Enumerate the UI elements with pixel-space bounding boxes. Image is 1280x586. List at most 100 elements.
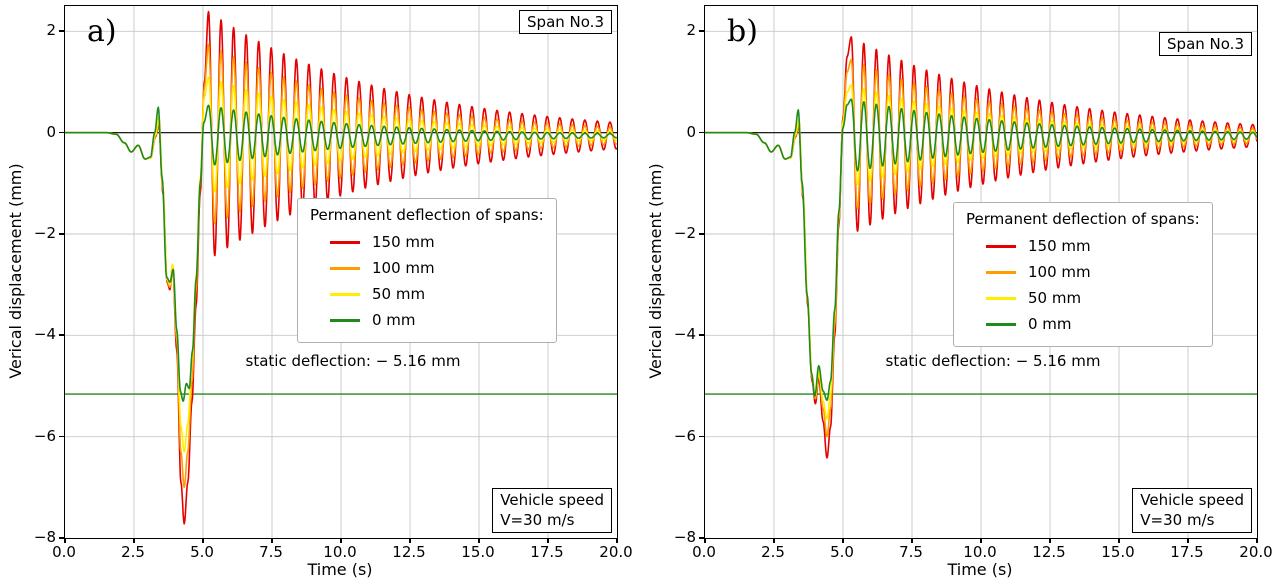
y-tick-mark [699,435,704,438]
legend-line-swatch [330,266,360,270]
x-tick-mark [340,538,342,543]
x-tick-label: 17.5 [1170,543,1204,561]
y-tick-mark [699,131,704,134]
legend-line-swatch [330,318,360,322]
x-axis-label: Time (s) [947,560,1013,579]
vehicle-speed-line2: V=30 m/s [500,510,575,529]
y-tick-mark [699,30,704,32]
x-tick-label: 12.5 [1032,543,1066,561]
static-deflection-label: static deflection: − 5.16 mm [245,352,461,370]
x-tick-label: 15.0 [1101,543,1135,561]
y-tick-mark [59,334,64,336]
x-tick-mark [133,538,135,543]
legend-line-swatch [986,270,1016,274]
legend-entry: 0 mm [310,307,544,333]
x-tick-label: 12.5 [392,543,426,561]
legend-entry: 100 mm [310,255,544,281]
vehicle-speed-box: Vehicle speed V=30 m/s [492,488,612,533]
x-tick-mark [616,538,618,543]
x-tick-label: 20.0 [1239,543,1273,561]
x-tick-mark [271,538,273,543]
legend-entry-label: 50 mm [1028,289,1082,307]
x-tick-label: 0.0 [52,543,76,561]
x-tick-mark [842,538,844,543]
y-tick-label: −4 [33,325,56,344]
legend-entry: 50 mm [966,285,1200,311]
series-line-100-mm [65,43,617,489]
x-tick-mark [409,538,411,543]
vehicle-speed-line1: Vehicle speed [500,491,604,509]
plot-area: b) Span No.3 Permanent deflection of spa… [704,5,1258,539]
series-line-0-mm [65,104,617,402]
series-line-50-mm [65,76,617,453]
legend-entry-label: 0 mm [1028,315,1072,333]
x-tick-label: 7.5 [259,543,283,561]
x-tick-label: 20.0 [599,543,633,561]
legend-entry: 150 mm [310,229,544,255]
legend-entry: 100 mm [966,259,1200,285]
y-tick-mark [699,334,704,336]
legend: Permanent deflection of spans: 150 mm 10… [953,202,1213,347]
x-tick-mark [1256,538,1258,543]
panel-label: b) [727,14,758,49]
legend-line-swatch [986,322,1016,326]
x-axis-label: Time (s) [307,560,373,579]
x-tick-label: 17.5 [530,543,564,561]
vehicle-speed-box: Vehicle speed V=30 m/s [1132,488,1252,533]
y-tick-label: −4 [673,325,696,344]
legend-line-swatch [986,296,1016,300]
x-tick-mark [980,538,982,543]
x-tick-label: 2.5 [761,543,785,561]
y-tick-label: −2 [673,224,696,242]
x-tick-mark [478,538,480,543]
y-tick-mark [59,233,64,235]
x-tick-label: 10.0 [323,543,357,561]
legend-title: Permanent deflection of spans: [966,210,1200,228]
x-tick-label: 15.0 [461,543,495,561]
y-tick-label: 0 [686,122,696,141]
legend-entry-label: 100 mm [372,259,435,277]
x-tick-mark [1118,538,1120,543]
x-tick-mark [64,538,66,543]
legend-line-swatch [330,292,360,296]
plot-area: a) Span No.3 Permanent deflection of spa… [64,5,618,539]
x-tick-mark [704,538,706,543]
x-tick-mark [1187,538,1189,543]
span-number-box: Span No.3 [519,10,612,34]
chart-panel-b: Verical displacement (mm) b) Span No.3 P… [640,0,1280,586]
y-axis-label: Verical displacement (mm) [646,163,665,379]
x-tick-label: 7.5 [899,543,923,561]
y-tick-mark [59,30,64,32]
panel-label: a) [87,14,117,49]
y-tick-label: −8 [673,528,696,546]
y-tick-label: 0 [46,122,56,141]
x-tick-mark [773,538,775,543]
legend-entry-label: 0 mm [372,311,416,329]
legend-title: Permanent deflection of spans: [310,206,544,224]
legend: Permanent deflection of spans: 150 mm 10… [297,198,557,343]
series-line-0-mm [705,98,1257,401]
y-axis-label: Verical displacement (mm) [6,163,25,379]
y-tick-label: 2 [46,21,56,40]
legend-entry-label: 150 mm [372,233,435,251]
x-tick-label: 2.5 [121,543,145,561]
legend-entry-label: 100 mm [1028,263,1091,281]
chart-panel-a: Verical displacement (mm) a) Span No.3 P… [6,5,633,579]
y-tick-label: 2 [686,21,696,40]
legend-entry: 50 mm [310,281,544,307]
y-tick-mark [59,131,64,134]
plot-svg [65,6,617,538]
legend-entry-label: 50 mm [372,285,426,303]
x-tick-label: 10.0 [963,543,997,561]
legend-entry: 150 mm [966,233,1200,259]
y-tick-label: −6 [33,426,56,445]
vehicle-speed-line2: V=30 m/s [1140,510,1215,529]
y-tick-mark [59,435,64,438]
vehicle-speed-line1: Vehicle speed [1140,491,1244,509]
x-tick-label: 5.0 [190,543,214,561]
x-tick-mark [547,538,549,543]
x-tick-mark [911,538,913,543]
y-tick-label: −2 [33,224,56,242]
y-tick-label: −6 [673,426,696,445]
